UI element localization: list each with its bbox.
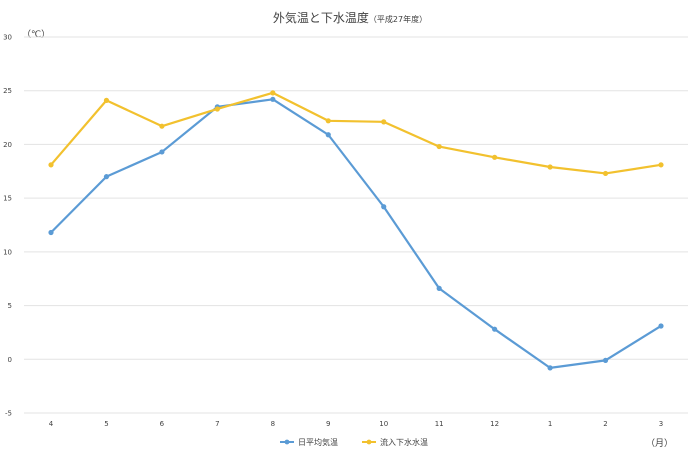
series-line <box>49 91 663 175</box>
data-point <box>159 123 165 129</box>
chart-title-sub: （平成27年度） <box>369 14 427 24</box>
y-axis-ticks: -5 0 5 10 15 20 25 30 <box>3 34 12 418</box>
legend-swatch-marker <box>284 439 290 445</box>
data-point <box>547 365 553 371</box>
x-axis-unit-label: （月） <box>646 438 673 449</box>
data-point <box>270 90 276 96</box>
series-line <box>49 98 663 369</box>
x-tick-label: 12 <box>490 420 499 428</box>
data-point <box>492 326 498 332</box>
x-tick-label: 1 <box>548 420 552 428</box>
data-point <box>658 323 664 329</box>
data-point <box>436 285 442 291</box>
y-tick-label: 0 <box>8 356 12 364</box>
y-tick-label: -5 <box>5 410 12 418</box>
y-tick-label: 20 <box>3 141 12 149</box>
x-tick-label: 11 <box>435 420 444 428</box>
series-2 <box>48 90 664 177</box>
data-point <box>325 132 331 138</box>
legend-item: 日平均気温 <box>280 437 338 447</box>
y-tick-label: 10 <box>3 248 12 256</box>
x-tick-label: 5 <box>104 420 108 428</box>
data-point <box>270 96 276 102</box>
y-tick-label: 5 <box>8 302 12 310</box>
data-point <box>381 119 387 125</box>
data-point <box>103 97 110 103</box>
data-point <box>602 357 609 363</box>
data-point <box>658 162 664 168</box>
x-tick-label: 2 <box>603 420 607 428</box>
data-point <box>602 170 609 177</box>
data-point <box>159 149 165 155</box>
series-1 <box>48 96 664 371</box>
legend-swatch-marker <box>366 439 372 445</box>
x-tick-label: 10 <box>379 420 388 428</box>
legend-item: 流入下水水温 <box>362 437 428 447</box>
legend: 日平均気温 流入下水水温 <box>280 437 428 447</box>
data-point <box>547 164 553 170</box>
y-tick-label: 30 <box>3 34 12 42</box>
data-point <box>103 174 110 180</box>
data-point <box>381 204 387 210</box>
chart-title-main: 外気温と下水温度 <box>273 10 369 25</box>
data-point <box>48 162 54 168</box>
gridlines <box>24 36 688 414</box>
legend-label: 流入下水水温 <box>380 437 428 447</box>
y-axis-unit-label: （℃） <box>22 29 50 40</box>
x-tick-label: 4 <box>49 420 54 428</box>
data-point <box>325 118 331 124</box>
data-point <box>48 229 54 236</box>
x-tick-label: 7 <box>215 420 219 428</box>
x-tick-label: 9 <box>326 420 330 428</box>
y-tick-label: 15 <box>3 195 12 203</box>
legend-label: 日平均気温 <box>298 437 338 447</box>
x-axis-ticks: 4 5 6 7 8 9 10 11 12 1 2 3 <box>49 420 663 428</box>
x-tick-label: 3 <box>659 420 663 428</box>
data-point <box>436 143 442 150</box>
plot-area <box>48 90 664 371</box>
x-tick-label: 8 <box>271 420 275 428</box>
chart-title: 外気温と下水温度（平成27年度） <box>273 10 427 25</box>
data-point <box>492 154 498 160</box>
x-tick-label: 6 <box>160 420 165 428</box>
data-point <box>214 106 220 112</box>
y-tick-label: 25 <box>3 87 12 95</box>
